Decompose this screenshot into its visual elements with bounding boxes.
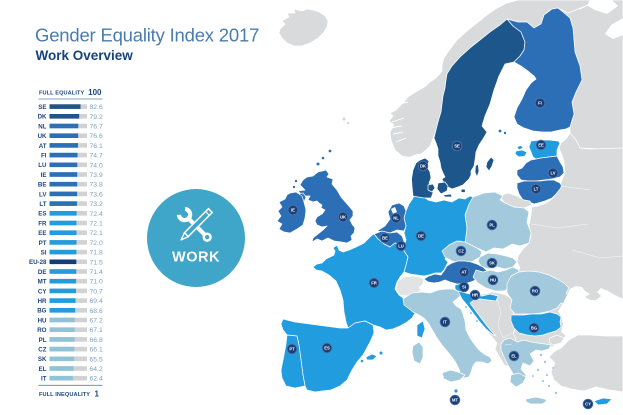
svg-text:DK: DK xyxy=(420,164,426,169)
svg-text:LT: LT xyxy=(39,201,46,208)
svg-text:71.8: 71.8 xyxy=(90,250,103,257)
svg-text:73.8: 73.8 xyxy=(90,182,103,189)
svg-text:76.1: 76.1 xyxy=(90,143,103,150)
svg-text:FI: FI xyxy=(538,101,542,106)
svg-text:82.6: 82.6 xyxy=(90,104,103,111)
svg-text:Work Overview: Work Overview xyxy=(36,48,134,63)
svg-text:DE: DE xyxy=(38,269,47,276)
svg-text:76.6: 76.6 xyxy=(90,133,103,140)
svg-text:73.6: 73.6 xyxy=(90,191,103,198)
svg-text:MT: MT xyxy=(38,279,47,286)
svg-text:72.0: 72.0 xyxy=(90,240,103,247)
svg-text:RO: RO xyxy=(532,289,539,294)
svg-text:SE: SE xyxy=(38,104,46,111)
svg-text:SI: SI xyxy=(462,285,466,290)
svg-text:69.4: 69.4 xyxy=(90,298,103,305)
svg-text:74.0: 74.0 xyxy=(90,162,103,169)
svg-text:73.9: 73.9 xyxy=(90,172,103,179)
svg-text:71.4: 71.4 xyxy=(90,269,103,276)
svg-text:IT: IT xyxy=(443,320,447,325)
svg-text:Gender Equality Index 2017: Gender Equality Index 2017 xyxy=(35,25,259,46)
svg-text:CY: CY xyxy=(585,402,591,407)
svg-text:HR: HR xyxy=(472,293,478,298)
svg-text:PL: PL xyxy=(39,337,47,344)
svg-text:FULL EQUALITY: FULL EQUALITY xyxy=(39,91,84,97)
svg-text:CZ: CZ xyxy=(458,249,464,254)
svg-text:1: 1 xyxy=(95,390,100,399)
svg-text:71.0: 71.0 xyxy=(90,279,103,286)
svg-text:BG: BG xyxy=(37,308,46,315)
svg-text:DE: DE xyxy=(418,234,424,239)
svg-text:79.2: 79.2 xyxy=(90,114,103,121)
svg-text:WORK: WORK xyxy=(172,250,220,266)
svg-text:FR: FR xyxy=(38,220,47,227)
svg-text:PT: PT xyxy=(289,347,295,352)
svg-text:MT: MT xyxy=(452,398,458,403)
svg-text:EL: EL xyxy=(511,354,517,359)
svg-text:67.1: 67.1 xyxy=(90,327,103,334)
svg-text:70.7: 70.7 xyxy=(90,288,103,295)
svg-text:PL: PL xyxy=(489,223,495,228)
svg-text:SI: SI xyxy=(41,250,47,257)
svg-text:72.1: 72.1 xyxy=(90,221,103,228)
svg-text:100: 100 xyxy=(88,88,102,97)
svg-text:PT: PT xyxy=(39,240,47,247)
svg-text:EE: EE xyxy=(38,230,46,237)
svg-text:DK: DK xyxy=(38,114,47,121)
svg-text:LT: LT xyxy=(534,187,539,192)
svg-text:71.5: 71.5 xyxy=(90,259,103,266)
svg-text:NL: NL xyxy=(38,123,46,130)
svg-text:IE: IE xyxy=(291,208,295,213)
svg-text:66.1: 66.1 xyxy=(90,347,103,354)
svg-text:66.8: 66.8 xyxy=(90,337,103,344)
svg-text:72.1: 72.1 xyxy=(90,230,103,237)
svg-text:67.2: 67.2 xyxy=(90,318,103,325)
svg-text:UK: UK xyxy=(38,133,47,140)
svg-text:76.7: 76.7 xyxy=(90,124,103,131)
svg-text:FI: FI xyxy=(41,153,47,160)
svg-text:72.4: 72.4 xyxy=(90,211,103,218)
svg-text:CZ: CZ xyxy=(38,347,46,354)
svg-text:EU-28: EU-28 xyxy=(29,259,47,266)
svg-text:BG: BG xyxy=(531,326,537,331)
svg-text:CY: CY xyxy=(38,288,47,295)
svg-text:74.7: 74.7 xyxy=(90,153,103,160)
svg-text:IE: IE xyxy=(41,172,47,179)
svg-text:RO: RO xyxy=(37,327,46,334)
svg-text:SK: SK xyxy=(489,261,495,266)
svg-text:ES: ES xyxy=(38,211,46,218)
svg-text:HU: HU xyxy=(490,278,496,283)
svg-text:FULL INEQUALITY: FULL INEQUALITY xyxy=(39,392,90,398)
svg-text:ES: ES xyxy=(324,346,330,351)
svg-text:65.5: 65.5 xyxy=(90,356,103,363)
svg-text:SK: SK xyxy=(38,356,47,363)
svg-text:IT: IT xyxy=(41,376,47,383)
svg-text:EL: EL xyxy=(39,366,47,373)
svg-text:HR: HR xyxy=(38,298,47,305)
svg-text:EE: EE xyxy=(538,143,544,148)
svg-text:64.2: 64.2 xyxy=(90,366,103,373)
svg-text:73.2: 73.2 xyxy=(90,201,103,208)
svg-text:FR: FR xyxy=(371,281,377,286)
svg-text:AT: AT xyxy=(39,143,47,150)
svg-text:AT: AT xyxy=(461,270,467,275)
svg-text:LU: LU xyxy=(38,162,47,169)
svg-text:UK: UK xyxy=(340,215,346,220)
svg-text:68.6: 68.6 xyxy=(90,308,103,315)
svg-text:BE: BE xyxy=(38,182,47,189)
svg-text:BE: BE xyxy=(382,236,388,241)
svg-text:SE: SE xyxy=(454,144,460,149)
svg-text:LV: LV xyxy=(550,171,555,176)
svg-text:NL: NL xyxy=(393,216,399,221)
svg-text:HU: HU xyxy=(38,317,47,324)
svg-text:62.4: 62.4 xyxy=(90,376,103,383)
svg-text:LV: LV xyxy=(39,191,47,198)
svg-text:LU: LU xyxy=(398,244,404,249)
